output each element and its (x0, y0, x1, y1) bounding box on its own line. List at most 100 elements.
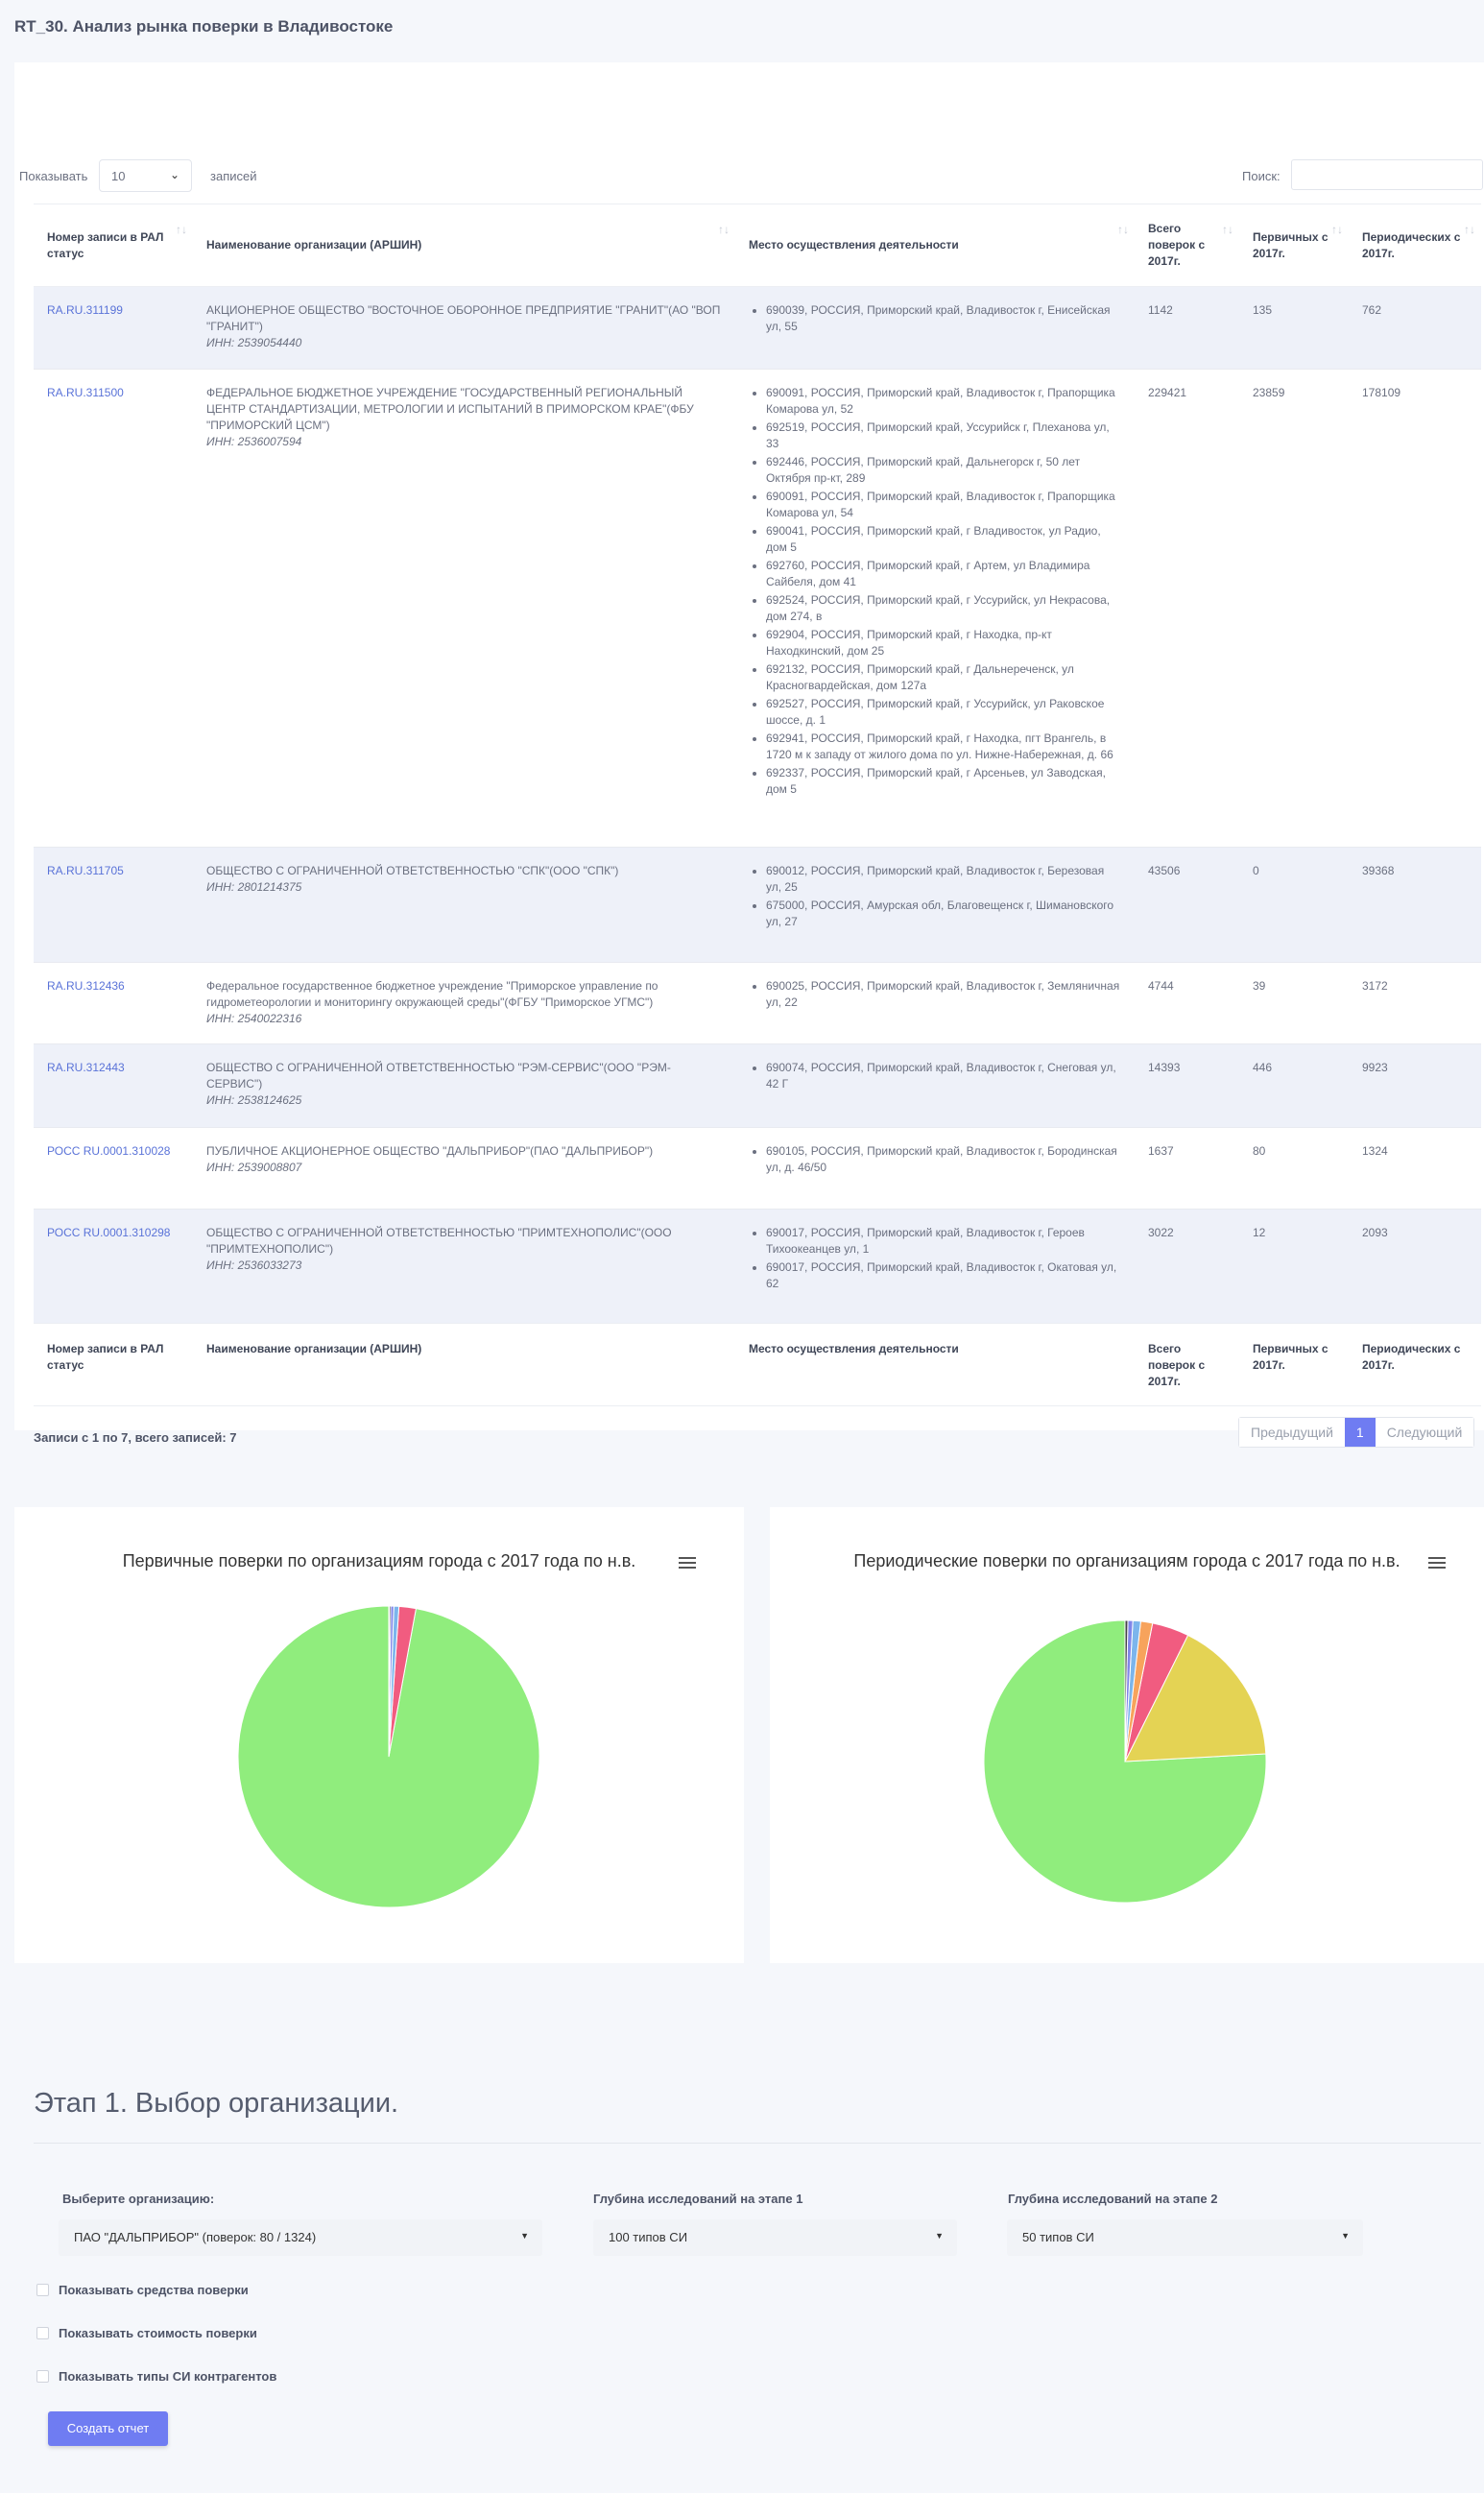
place-item: 690039, РОССИЯ, Приморский край, Владиво… (766, 302, 1121, 335)
pie-slice[interactable] (1124, 1634, 1267, 1762)
caret-down-icon: ▼ (520, 2231, 529, 2241)
prev-page-button[interactable]: Предыдущий (1239, 1418, 1345, 1447)
cell-total: 3022 (1148, 1226, 1174, 1239)
record-link[interactable]: RA.RU.311705 (47, 864, 124, 877)
org-inn: ИНН: 2539054440 (206, 336, 302, 349)
show-label: Показывать (19, 169, 88, 183)
data-table: Номер записи в РАЛ статус ↑↓ Наименование… (34, 204, 1481, 1406)
create-report-button[interactable]: Создать отчет (48, 2411, 168, 2446)
org-name: ПУБЛИЧНОЕ АКЦИОНЕРНОЕ ОБЩЕСТВО "ДАЛЬПРИБ… (206, 1144, 654, 1158)
col-header-id[interactable]: Номер записи в РАЛ статус ↑↓ (34, 204, 193, 287)
record-link[interactable]: РОСС RU.0001.310298 (47, 1226, 171, 1239)
cell-name: ОБЩЕСТВО С ОГРАНИЧЕННОЙ ОТВЕТСТВЕННОСТЬЮ… (193, 848, 735, 963)
cell-primary: 80 (1253, 1144, 1266, 1158)
place-item: 690091, РОССИЯ, Приморский край, Владиво… (766, 489, 1121, 521)
depth1-select[interactable]: 100 типов СИ ▼ (593, 2219, 957, 2256)
place-item: 692132, РОССИЯ, Приморский край, г Дальн… (766, 661, 1121, 694)
cell-name: ПУБЛИЧНОЕ АКЦИОНЕРНОЕ ОБЩЕСТВО "ДАЛЬПРИБ… (193, 1128, 735, 1210)
cell-places: 690017, РОССИЯ, Приморский край, Владиво… (735, 1210, 1135, 1324)
search-input[interactable] (1291, 159, 1483, 190)
header-row: Номер записи в РАЛ статус ↑↓ Наименование… (34, 204, 1481, 287)
record-link[interactable]: RA.RU.311500 (47, 386, 124, 399)
org-select-value: ПАО "ДАЛЬПРИБОР" (поверок: 80 / 1324) (74, 2230, 317, 2244)
record-link[interactable]: RA.RU.312443 (47, 1061, 125, 1074)
cell-name: АКЦИОНЕРНОЕ ОБЩЕСТВО "ВОСТОЧНОЕ ОБОРОННО… (193, 287, 735, 370)
page-title: RT_30. Анализ рынка поверки в Владивосто… (14, 17, 394, 36)
cell-total: 4744 (1148, 979, 1174, 993)
record-link[interactable]: RA.RU.311199 (47, 303, 123, 317)
table-row: RA.RU.312436 Федеральное государственное … (34, 963, 1481, 1044)
show-cost-checkbox[interactable]: Показывать стоимость поверки (36, 2326, 257, 2340)
org-inn: ИНН: 2536033273 (206, 1258, 302, 1272)
col-footer-primary: Первичных с 2017г. (1239, 1323, 1349, 1406)
place-item: 692941, РОССИЯ, Приморский край, г Наход… (766, 731, 1121, 763)
cell-places: 690105, РОССИЯ, Приморский край, Владиво… (735, 1128, 1135, 1210)
table-controls: Показывать 10 ⌄ записей Поиск: (19, 159, 1483, 194)
page-length-select[interactable]: 10 ⌄ (99, 159, 192, 192)
org-name: ОБЩЕСТВО С ОГРАНИЧЕННОЙ ОТВЕТСТВЕННОСТЬЮ… (206, 1061, 671, 1091)
show-tools-checkbox[interactable]: Показывать средства поверки (36, 2283, 249, 2297)
place-item: 690041, РОССИЯ, Приморский край, г Влади… (766, 523, 1121, 556)
record-link[interactable]: RA.RU.312436 (47, 979, 125, 993)
caret-down-icon: ▼ (1341, 2231, 1350, 2241)
org-select[interactable]: ПАО "ДАЛЬПРИБОР" (поверок: 80 / 1324) ▼ (59, 2219, 542, 2256)
chart-title: Первичные поверки по организациям города… (122, 1551, 636, 1570)
checkbox-label: Показывать типы СИ контрагентов (59, 2369, 277, 2384)
cell-primary: 39 (1253, 979, 1266, 993)
depth2-select[interactable]: 50 типов СИ ▼ (1007, 2219, 1363, 2256)
cell-id: RA.RU.311705 (34, 848, 193, 963)
cell-primary: 135 (1253, 303, 1273, 317)
periodic-chart: Периодические поверки по организациям го… (770, 1507, 1484, 1963)
record-link[interactable]: РОСС RU.0001.310028 (47, 1144, 171, 1158)
checkbox-box[interactable] (36, 2327, 49, 2339)
cell-places: 690025, РОССИЯ, Приморский край, Владиво… (735, 963, 1135, 1044)
checkbox-box[interactable] (36, 2370, 49, 2383)
cell-primary: 0 (1253, 864, 1259, 877)
sort-icon: ↑↓ (1222, 223, 1233, 236)
checkbox-box[interactable] (36, 2284, 49, 2296)
next-page-button[interactable]: Следующий (1375, 1418, 1474, 1447)
col-footer-name: Наименование организации (АРШИН) (193, 1323, 735, 1406)
col-header-total[interactable]: Всего поверок с 2017г. ↑↓ (1135, 204, 1239, 287)
place-item: 690091, РОССИЯ, Приморский край, Владиво… (766, 385, 1121, 418)
table-row: RA.RU.311705 ОБЩЕСТВО С ОГРАНИЧЕННОЙ ОТВЕ… (34, 847, 1481, 963)
col-footer-total: Всего поверок с 2017г. (1135, 1323, 1239, 1406)
sort-icon: ↑↓ (1331, 223, 1343, 236)
cell-places: 690039, РОССИЯ, Приморский край, Владиво… (735, 287, 1135, 370)
col-header-place[interactable]: Место осуществления деятельности ↑↓ (735, 204, 1135, 287)
menu-icon[interactable] (1428, 1557, 1446, 1570)
table-row: RA.RU.311500 ФЕДЕРАЛЬНОЕ БЮДЖЕТНОЕ УЧРЕЖД… (34, 370, 1481, 848)
chart-title: Периодические поверки по организациям го… (853, 1551, 1400, 1570)
pie-slice[interactable] (1124, 1619, 1129, 1762)
cell-id: РОСС RU.0001.310028 (34, 1128, 193, 1210)
cell-name: ОБЩЕСТВО С ОГРАНИЧЕННОЙ ОТВЕТСТВЕННОСТЬЮ… (193, 1044, 735, 1128)
cell-periodic: 3172 (1362, 979, 1388, 993)
pie-chart (983, 1619, 1267, 1904)
col-footer-id: Номер записи в РАЛ статус (34, 1323, 193, 1406)
show-types-checkbox[interactable]: Показывать типы СИ контрагентов (36, 2369, 276, 2384)
col-header-name[interactable]: Наименование организации (АРШИН) ↑↓ (193, 204, 735, 287)
org-name: ОБЩЕСТВО С ОГРАНИЧЕННОЙ ОТВЕТСТВЕННОСТЬЮ… (206, 864, 619, 877)
table-row: РОСС RU.0001.310298 ОБЩЕСТВО С ОГРАНИЧЕНН… (34, 1209, 1481, 1324)
org-name: Федеральное государственное бюджетное уч… (206, 979, 658, 1009)
col-header-primary[interactable]: Первичных с 2017г. ↑↓ (1239, 204, 1349, 287)
page-1-button[interactable]: 1 (1344, 1418, 1376, 1447)
menu-icon[interactable] (679, 1557, 696, 1570)
org-name: ФЕДЕРАЛЬНОЕ БЮДЖЕТНОЕ УЧРЕЖДЕНИЕ "ГОСУДА… (206, 386, 694, 432)
org-inn: ИНН: 2539008807 (206, 1161, 302, 1174)
col-footer-periodic: Периодических с 2017г. (1349, 1323, 1481, 1406)
cell-id: RA.RU.311199 (34, 287, 193, 370)
org-name: АКЦИОНЕРНОЕ ОБЩЕСТВО "ВОСТОЧНОЕ ОБОРОННО… (206, 303, 721, 333)
cell-total: 14393 (1148, 1061, 1181, 1074)
cell-periodic: 39368 (1362, 864, 1395, 877)
place-item: 692337, РОССИЯ, Приморский край, г Арсен… (766, 765, 1121, 798)
col-header-periodic[interactable]: Периодических с 2017г. ↑↓ (1349, 204, 1481, 287)
cell-periodic: 762 (1362, 303, 1382, 317)
cell-primary: 446 (1253, 1061, 1273, 1074)
depth1-label: Глубина исследований на этапе 1 (593, 2192, 803, 2206)
cell-total: 43506 (1148, 864, 1181, 877)
cell-id: RA.RU.312436 (34, 963, 193, 1044)
sort-icon: ↑↓ (1464, 223, 1475, 236)
table-row: RA.RU.311199 АКЦИОНЕРНОЕ ОБЩЕСТВО "ВОСТОЧ… (34, 286, 1481, 370)
table-row: RA.RU.312443 ОБЩЕСТВО С ОГРАНИЧЕННОЙ ОТВЕ… (34, 1043, 1481, 1128)
